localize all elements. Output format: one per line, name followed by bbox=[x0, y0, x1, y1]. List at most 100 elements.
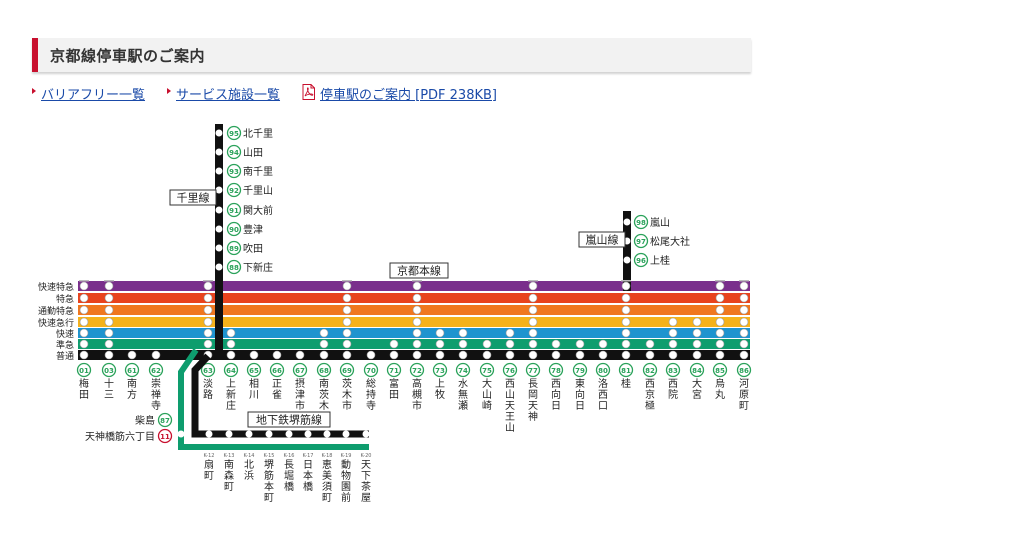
subway-station-code: K-18 bbox=[322, 453, 333, 459]
stop-dot bbox=[715, 350, 725, 360]
stop-dot bbox=[739, 350, 749, 360]
stop-dot bbox=[79, 317, 89, 327]
stop-dot bbox=[304, 430, 312, 438]
senri-line-label-box bbox=[169, 189, 217, 206]
stop-dot bbox=[249, 350, 259, 360]
station-name-char: 天 bbox=[505, 401, 515, 412]
station-name-char: 原 bbox=[739, 389, 749, 401]
station-name-char: 上 bbox=[435, 378, 445, 390]
stop-dot bbox=[389, 339, 399, 349]
arashiyama-line-label-box bbox=[578, 231, 626, 248]
station-name-char: 方 bbox=[127, 388, 137, 401]
station-name-char: 市 bbox=[342, 399, 352, 412]
stop-dot bbox=[79, 328, 89, 338]
station-code bbox=[479, 362, 495, 378]
station-code bbox=[157, 412, 173, 428]
station-name: 南方 bbox=[127, 377, 137, 401]
station-name: 富田 bbox=[389, 377, 399, 401]
stop-dot bbox=[412, 281, 422, 291]
station-tick bbox=[739, 280, 749, 282]
stop-dot bbox=[215, 244, 223, 252]
station-name-char: 大 bbox=[692, 377, 702, 390]
stop-dot bbox=[739, 339, 749, 349]
service-facilities-link[interactable]: サービス施設一覧 bbox=[176, 88, 281, 103]
stop-dot bbox=[668, 350, 678, 360]
station-name-char: 長 bbox=[528, 378, 538, 390]
station-name-char: 正 bbox=[272, 379, 282, 390]
station-code bbox=[386, 362, 402, 378]
station-name-char: 本 bbox=[264, 480, 274, 493]
station-name-char: 無 bbox=[458, 388, 468, 401]
stop-dot bbox=[104, 305, 114, 315]
station-name-char: 扇 bbox=[204, 458, 214, 471]
station-code-text: 93 bbox=[229, 168, 239, 176]
stop-dot bbox=[482, 339, 492, 349]
station-name: 東向日 bbox=[575, 377, 585, 412]
arashiyama-line-label: 嵐山線 bbox=[586, 233, 619, 247]
stop-dot bbox=[342, 317, 352, 327]
station-code-text: 62 bbox=[151, 367, 161, 375]
stop-dot bbox=[215, 148, 223, 156]
stop-dot bbox=[668, 317, 678, 327]
station-name-char: 日 bbox=[551, 401, 561, 412]
station-code bbox=[689, 362, 705, 378]
station-tick bbox=[621, 280, 631, 282]
stop-dot bbox=[715, 281, 725, 291]
station-code bbox=[595, 362, 611, 378]
stop-dot bbox=[319, 339, 329, 349]
stop-dot bbox=[505, 339, 515, 349]
station-code-text: 98 bbox=[636, 219, 646, 227]
station-name-char: 水 bbox=[458, 378, 468, 390]
stop-dot bbox=[342, 305, 352, 315]
station-name: 豊津 bbox=[243, 223, 263, 236]
station-name-char: 田 bbox=[79, 390, 89, 401]
station-code bbox=[246, 362, 262, 378]
stop-dot bbox=[79, 281, 89, 291]
subway-line-label-box bbox=[247, 411, 331, 428]
station-name: 桂 bbox=[621, 377, 631, 390]
stop-dot bbox=[342, 293, 352, 303]
station-name-char: 前 bbox=[341, 491, 351, 504]
station-code bbox=[226, 163, 242, 179]
station-name-char: 茶 bbox=[361, 480, 371, 493]
station-code-text: 97 bbox=[636, 238, 646, 246]
station-name-char: 町 bbox=[322, 493, 332, 504]
barrier-free-link[interactable]: バリアフリー一覧 bbox=[41, 88, 146, 103]
stops-pdf-link[interactable]: 停車駅のご案内 [PDF 238KB] bbox=[320, 88, 497, 103]
station-code-text: 95 bbox=[229, 130, 239, 138]
stop-dot bbox=[285, 430, 293, 438]
stop-dot bbox=[319, 328, 329, 338]
stop-dot bbox=[389, 350, 399, 360]
stop-dot bbox=[505, 328, 515, 338]
station-name-char: 町 bbox=[739, 401, 749, 412]
stop-dot bbox=[215, 206, 223, 214]
stop-dot bbox=[151, 350, 161, 360]
station-code bbox=[223, 362, 239, 378]
arrow-icon bbox=[32, 88, 36, 94]
station-name-char: 西 bbox=[598, 390, 608, 401]
station-name: 水無瀬 bbox=[458, 378, 468, 412]
station-name-char: 南 bbox=[127, 377, 137, 390]
station-code-text: 91 bbox=[229, 207, 239, 215]
stop-dot bbox=[692, 328, 702, 338]
station-name-char: 木 bbox=[342, 389, 352, 401]
stop-dot bbox=[621, 281, 631, 291]
station-code-text: 79 bbox=[575, 367, 585, 375]
station-name-char: 新 bbox=[226, 388, 236, 401]
subway-station-code: K-12 bbox=[204, 453, 215, 459]
station-code-text: 94 bbox=[229, 149, 239, 157]
station-name-char: 寺 bbox=[151, 400, 161, 412]
station-code-text: 81 bbox=[621, 367, 631, 375]
station-name-char: 東 bbox=[575, 377, 585, 390]
station-name: 西院 bbox=[668, 379, 678, 401]
stop-dot bbox=[505, 350, 515, 360]
subway-station-code: K-17 bbox=[303, 453, 314, 459]
station-name-char: 恵 bbox=[322, 458, 332, 471]
station-name-char: 桂 bbox=[621, 377, 631, 390]
stop-dot bbox=[739, 293, 749, 303]
subway-station-code: K-16 bbox=[284, 453, 295, 459]
stop-dot bbox=[412, 293, 422, 303]
subway-code-text: 11 bbox=[160, 433, 170, 441]
stop-dot bbox=[177, 430, 185, 438]
station-name: 淡路 bbox=[203, 378, 213, 401]
